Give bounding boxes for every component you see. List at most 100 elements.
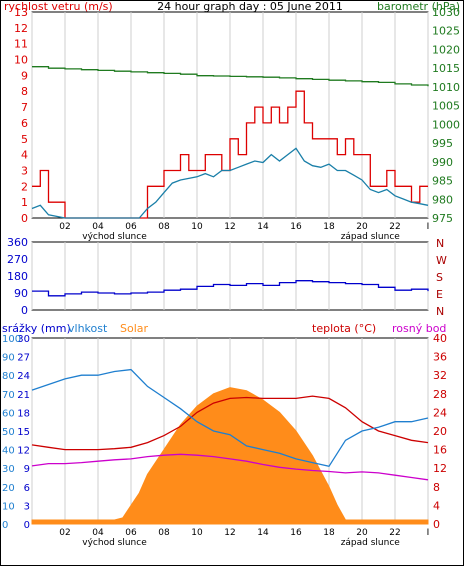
climate-x-tick-label: I xyxy=(427,528,430,538)
sunset-label-top: západ slunce xyxy=(341,232,401,242)
dew-point-line xyxy=(31,453,429,481)
humidity-axis-title: vlhkost xyxy=(68,322,108,335)
wind-left-tick-label: 4 xyxy=(21,149,28,162)
humidity-tick-label: 20 xyxy=(2,483,15,494)
wind-left-tick-label: 11 xyxy=(14,38,28,51)
humidity-tick-label: 60 xyxy=(2,408,15,419)
direction-tick-label: 270 xyxy=(7,253,28,266)
pressure-right-tick-label: 1020 xyxy=(432,43,460,56)
compass-label: S xyxy=(436,271,443,284)
temperature-tick-label: 12 xyxy=(433,462,447,475)
sunset-label-bottom: západ slunce xyxy=(341,538,401,548)
pressure-right-tick-label: 980 xyxy=(432,193,453,206)
rain-tick-label: 15 xyxy=(17,427,30,438)
wind-x-tick-label: 08 xyxy=(158,222,170,232)
climate-x-tick-label: 08 xyxy=(158,528,170,538)
rain-tick-label: 30 xyxy=(17,334,30,345)
temperature-tick-label: 16 xyxy=(433,444,447,457)
humidity-tick-label: 50 xyxy=(2,427,15,438)
rain-tick-label: 27 xyxy=(17,353,30,364)
wind-x-tick-label: 12 xyxy=(224,222,235,232)
wind-x-tick-label: 20 xyxy=(356,222,368,232)
pressure-right-tick-label: 1000 xyxy=(432,118,460,131)
wind-left-tick-label: 5 xyxy=(21,133,28,146)
wind-left-tick-label: 6 xyxy=(21,117,28,130)
pressure-axis-title: barometr (hPa) xyxy=(377,0,460,13)
wind-x-tick-label: 22 xyxy=(389,222,400,232)
rain-tick-label: 18 xyxy=(17,408,30,419)
direction-tick-label: 180 xyxy=(7,270,28,283)
temperature-tick-label: 4 xyxy=(433,499,440,512)
wind-average-line xyxy=(31,147,429,219)
humidity-tick-label: 0 xyxy=(2,520,8,531)
climate-x-tick-label: 12 xyxy=(224,528,235,538)
pressure-right-tick-label: 995 xyxy=(432,137,453,150)
climate-x-tick-label: 04 xyxy=(92,528,104,538)
rain-axis-title: srážky (mm) xyxy=(2,322,71,335)
graph-title: 24 hour graph day : 05 June 2011 xyxy=(157,0,343,13)
compass-label: W xyxy=(436,254,447,267)
pressure-right-tick-label: 1025 xyxy=(432,25,460,38)
compass-label: N xyxy=(436,237,444,250)
direction-tick-label: 360 xyxy=(7,236,28,249)
climate-x-tick-label: 22 xyxy=(389,528,400,538)
compass-label: E xyxy=(436,288,443,301)
climate-x-tick-label: 16 xyxy=(290,528,302,538)
wind-x-tick-label: 16 xyxy=(290,222,302,232)
humidity-tick-label: 40 xyxy=(2,446,15,457)
temperature-tick-label: 24 xyxy=(433,406,447,419)
climate-x-tick-label: 14 xyxy=(257,528,269,538)
wind-left-tick-label: 2 xyxy=(21,180,28,193)
wind-left-tick-label: 7 xyxy=(21,101,28,114)
dew-point-axis-title: rosný bod xyxy=(392,322,446,335)
pressure-line xyxy=(32,66,429,87)
temperature-line xyxy=(31,395,429,451)
wind-x-tick-label: 14 xyxy=(257,222,269,232)
temperature-tick-label: 20 xyxy=(433,425,447,438)
pressure-right-tick-label: 1015 xyxy=(432,62,460,75)
temperature-tick-label: 40 xyxy=(433,332,447,345)
wind-left-tick-label: 8 xyxy=(21,85,28,98)
wind-left-tick-label: 3 xyxy=(21,164,28,177)
rain-tick-label: 21 xyxy=(17,390,30,401)
humidity-tick-label: 10 xyxy=(2,501,15,512)
wind-left-tick-label: 9 xyxy=(21,69,28,82)
wind-axis-title: rychlost vetru (m/s) xyxy=(4,0,113,13)
compass-label: N xyxy=(436,305,444,318)
climate-x-tick-label: 06 xyxy=(125,528,137,538)
climate-x-tick-label: 20 xyxy=(356,528,368,538)
wind-speed-line xyxy=(32,90,428,219)
pressure-right-tick-label: 1005 xyxy=(432,100,460,113)
wind-x-tick-label: 04 xyxy=(92,222,104,232)
humidity-tick-label: 90 xyxy=(2,353,15,364)
temperature-tick-label: 0 xyxy=(433,518,440,531)
humidity-tick-label: 70 xyxy=(2,390,15,401)
wind-left-tick-label: 13 xyxy=(14,6,28,19)
sunrise-label-bottom: východ slunce xyxy=(82,538,147,548)
climate-x-tick-label: 18 xyxy=(323,528,335,538)
wind-left-tick-label: 12 xyxy=(14,22,28,35)
wind-left-tick-label: 1 xyxy=(21,196,28,209)
pressure-right-tick-label: 1010 xyxy=(432,81,460,94)
wind-x-tick-label: I xyxy=(427,222,430,232)
temperature-tick-label: 8 xyxy=(433,481,440,494)
wind-left-tick-label: 0 xyxy=(21,212,28,225)
solar-axis-title: Solar xyxy=(120,322,149,335)
wind-direction-line xyxy=(32,280,429,297)
temperature-tick-label: 32 xyxy=(433,369,447,382)
rain-tick-label: 12 xyxy=(17,446,30,457)
temperature-tick-label: 28 xyxy=(433,388,447,401)
wind-x-tick-label: 18 xyxy=(323,222,335,232)
humidity-tick-label: 80 xyxy=(2,371,15,382)
temperature-tick-label: 36 xyxy=(433,351,447,364)
wind-left-tick-label: 10 xyxy=(14,54,28,67)
rain-tick-label: 3 xyxy=(24,501,30,512)
rain-tick-label: 0 xyxy=(24,520,30,531)
direction-tick-label: 90 xyxy=(14,287,28,300)
pressure-right-tick-label: 1030 xyxy=(432,6,460,19)
solar-area xyxy=(31,387,429,525)
wind-x-tick-label: 02 xyxy=(59,222,70,232)
pressure-right-tick-label: 975 xyxy=(432,212,453,225)
rain-tick-label: 9 xyxy=(24,464,30,475)
